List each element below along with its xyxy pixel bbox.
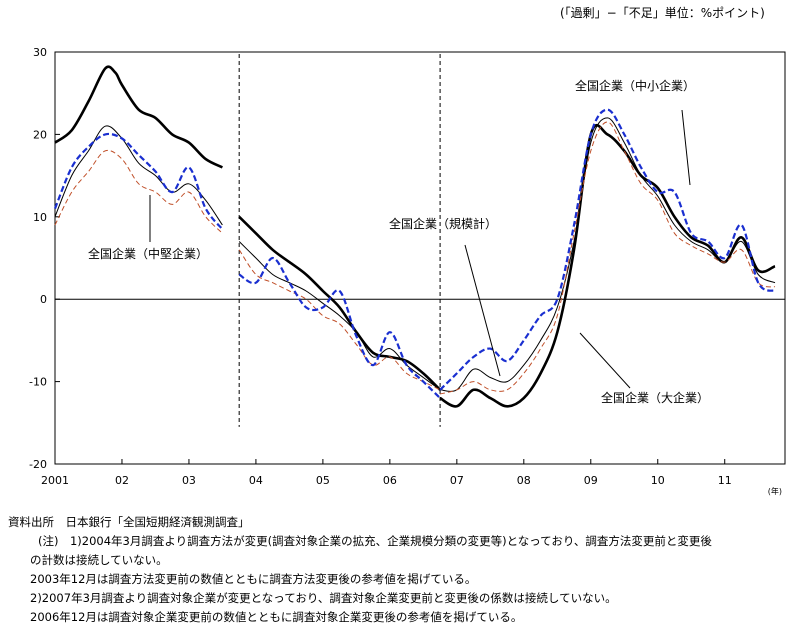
x-tick-label: 11 xyxy=(718,474,732,487)
break-lines xyxy=(238,54,441,427)
series-line-3 xyxy=(53,132,224,230)
annotation-leader xyxy=(464,244,501,377)
annotation-label: 全国企業（中小企業） xyxy=(575,78,695,93)
x-tick-label: 07 xyxy=(450,474,464,487)
x-axis-label: (年) xyxy=(768,486,782,496)
series-lines xyxy=(53,65,776,408)
series-line-3 xyxy=(439,108,776,391)
source-line: 資料出所 日本銀行「全国短期経済観測調査」 xyxy=(8,515,250,529)
y-tick-label: 20 xyxy=(33,128,47,141)
note-line: の計数は接続していない。 xyxy=(30,553,168,567)
x-tick-label: 04 xyxy=(249,474,263,487)
series-line-3 xyxy=(238,256,441,399)
series-line-1 xyxy=(238,241,441,391)
y-tick-label: 0 xyxy=(40,293,47,306)
annotation-leader xyxy=(681,109,691,186)
annotation-leader xyxy=(579,332,631,389)
y-tick-label: 30 xyxy=(33,46,47,59)
y-tick-label: -20 xyxy=(29,458,47,471)
series-line-0 xyxy=(439,123,776,408)
note-line: 2006年12月は調査対象企業変更前の数値とともに調査対象企業変更後の参考値を掲… xyxy=(30,610,523,624)
x-tick-label: 03 xyxy=(182,474,196,487)
series-line-0 xyxy=(238,215,442,391)
x-tick-label: 05 xyxy=(316,474,330,487)
series-line-2 xyxy=(238,249,441,391)
annotation-label: 全国企業（規模計） xyxy=(389,216,497,231)
x-tick-label: 08 xyxy=(517,474,531,487)
plot-frame xyxy=(54,51,786,465)
unit-note: (「過剰」−「不足」単位：%ポイント) xyxy=(560,6,765,20)
series-line-1 xyxy=(440,117,776,392)
note-line: 2003年12月は調査方法変更前の数値とともに調査方法変更後の参考値を掲げている… xyxy=(30,572,477,586)
series-line-2 xyxy=(54,149,223,234)
annotation-label: 全国企業（大企業） xyxy=(601,390,709,405)
series-line-1 xyxy=(54,125,223,226)
x-tick-label: 10 xyxy=(651,474,665,487)
x-tick-label: 09 xyxy=(584,474,598,487)
annotation-label: 全国企業（中堅企業） xyxy=(88,246,208,261)
x-tick-label: 06 xyxy=(383,474,397,487)
y-tick-label: -10 xyxy=(29,376,47,389)
y-tick-label: 10 xyxy=(33,211,47,224)
line-chart: -20 -10 0 10 20 30 2001 02 03 04 05 06 07 08 09 10 11 (年)… xyxy=(29,46,786,496)
chart-axes: -20 -10 0 10 20 30 2001 02 03 04 05 06 07 08 09 10 11 (年) xyxy=(29,46,786,496)
x-tick-label: 2001 xyxy=(41,474,69,487)
annotations: 全国企業（中小企業） 全国企業（中堅企業） 全国企業（規模計） 全国企業（大企業） xyxy=(88,78,709,405)
series-line-0 xyxy=(54,65,223,169)
chart-notes: 資料出所 日本銀行「全国短期経済観測調査」 (注) 1)2004年3月調査より調… xyxy=(8,513,712,627)
note-line: 2)2007年3月調査より調査対象企業が変更となっており、調査対象企業変更前と変… xyxy=(30,591,617,605)
series-line-2 xyxy=(439,121,776,395)
x-tick-label: 02 xyxy=(115,474,129,487)
note-line: (注) 1)2004年3月調査より調査方法が変更(調査対象企業の拡充、企業規模分… xyxy=(38,534,712,548)
